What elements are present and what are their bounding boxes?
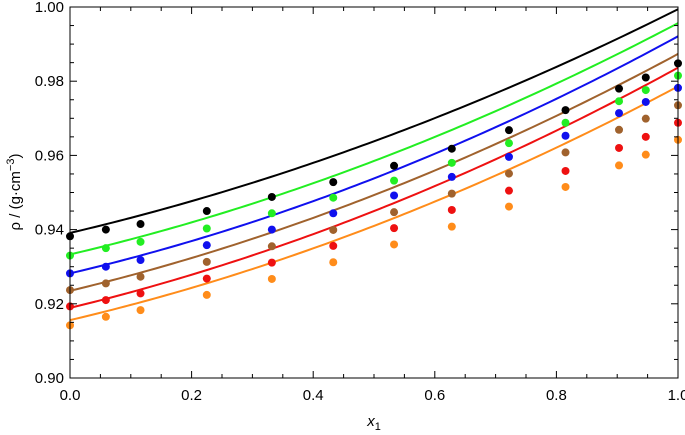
data-point-s3-7 [390,191,399,200]
x-tick-label: 0.6 [424,387,445,404]
data-point-s1-2 [101,225,110,234]
y-axis-title: ρ / (g·cm−3) [5,154,24,231]
data-point-s6-6 [329,258,338,267]
data-point-s2-5 [267,209,276,218]
data-point-s2-8 [447,158,456,167]
data-point-s4-2 [101,279,110,288]
x-axis-title: x1 [366,413,381,433]
data-point-s3-11 [615,109,624,118]
data-point-s2-7 [390,176,399,185]
axis-ticks [69,6,679,379]
data-point-s1-7 [390,161,399,170]
data-point-s2-2 [101,244,110,253]
fit-curve-6 [69,85,679,322]
data-point-s6-3 [136,306,145,315]
data-point-s4-4 [202,257,211,266]
y-tick-label: 0.94 [35,222,64,239]
data-point-s6-8 [447,222,456,231]
data-point-s2-9 [504,139,513,148]
data-point-s6-5 [267,274,276,283]
y-tick-labels: 0.90 0.92 0.94 0.96 0.98 1.00 [35,0,64,387]
data-point-s2-4 [202,224,211,233]
x-tick-label: 0.0 [60,387,81,404]
fit-curves [69,8,679,322]
data-point-s2-11 [615,97,624,106]
y-tick-label: 0.96 [35,147,64,164]
data-point-s5-4 [202,274,211,283]
data-point-s3-3 [136,256,145,265]
data-point-s2-3 [136,237,145,246]
data-points [66,59,682,330]
data-point-s4-11 [615,125,624,134]
data-point-s5-10 [561,166,570,175]
data-point-s6-7 [390,240,399,249]
data-point-s3-4 [202,241,211,250]
y-tick-label: 0.92 [35,296,64,313]
data-point-s4-6 [329,225,338,234]
data-point-s5-3 [136,289,145,298]
data-point-s1-10 [561,106,570,115]
data-point-s5-5 [267,258,276,267]
data-point-s5-11 [615,143,624,152]
data-point-s3-8 [447,172,456,181]
data-point-s1-4 [202,207,211,216]
x-tick-label: 1.0 [668,387,685,404]
data-point-s1-5 [267,192,276,201]
data-point-s3-9 [504,152,513,161]
plot-frame [69,6,679,379]
data-point-s4-9 [504,169,513,178]
data-point-s5-7 [390,224,399,233]
data-point-s3-6 [329,209,338,218]
fit-curve-2 [69,22,679,256]
fit-curve-4 [69,53,679,292]
data-point-s3-12 [641,97,650,106]
y-tick-label: 0.90 [35,370,64,387]
data-point-s3-2 [101,262,110,271]
x-tick-labels: 0.0 0.2 0.4 0.6 0.8 1.0 [60,387,685,404]
fit-curve-1 [69,8,679,234]
data-point-s5-12 [641,132,650,141]
x-tick-label: 0.4 [303,387,324,404]
data-point-s3-5 [267,225,276,234]
data-point-s5-6 [329,241,338,250]
data-point-s1-3 [136,220,145,229]
fit-curve-5 [69,66,679,309]
data-point-s5-8 [447,205,456,214]
data-point-s4-5 [267,242,276,251]
data-point-s6-12 [641,150,650,159]
data-point-s4-7 [390,208,399,217]
data-point-s2-12 [641,86,650,95]
data-point-s1-12 [641,73,650,82]
y-tick-label: 0.98 [35,73,64,90]
data-point-s4-12 [641,114,650,123]
data-point-s6-9 [504,202,513,211]
data-point-s6-4 [202,290,211,299]
fit-curve-3 [69,35,679,275]
data-point-s6-2 [101,312,110,321]
data-point-s4-8 [447,189,456,198]
data-point-s1-9 [504,126,513,135]
x-tick-label: 0.2 [181,387,202,404]
data-point-s4-3 [136,272,145,281]
data-point-s5-9 [504,186,513,195]
x-tick-label: 0.8 [546,387,567,404]
data-point-s3-10 [561,131,570,140]
data-point-s6-10 [561,182,570,191]
data-point-s6-11 [615,161,624,170]
data-point-s1-8 [447,144,456,153]
data-point-s1-11 [615,84,624,93]
data-point-s2-10 [561,118,570,127]
data-point-s2-6 [329,193,338,202]
y-tick-label: 1.00 [35,0,64,16]
data-point-s1-6 [329,178,338,187]
data-point-s5-2 [101,296,110,305]
data-point-s4-10 [561,148,570,157]
